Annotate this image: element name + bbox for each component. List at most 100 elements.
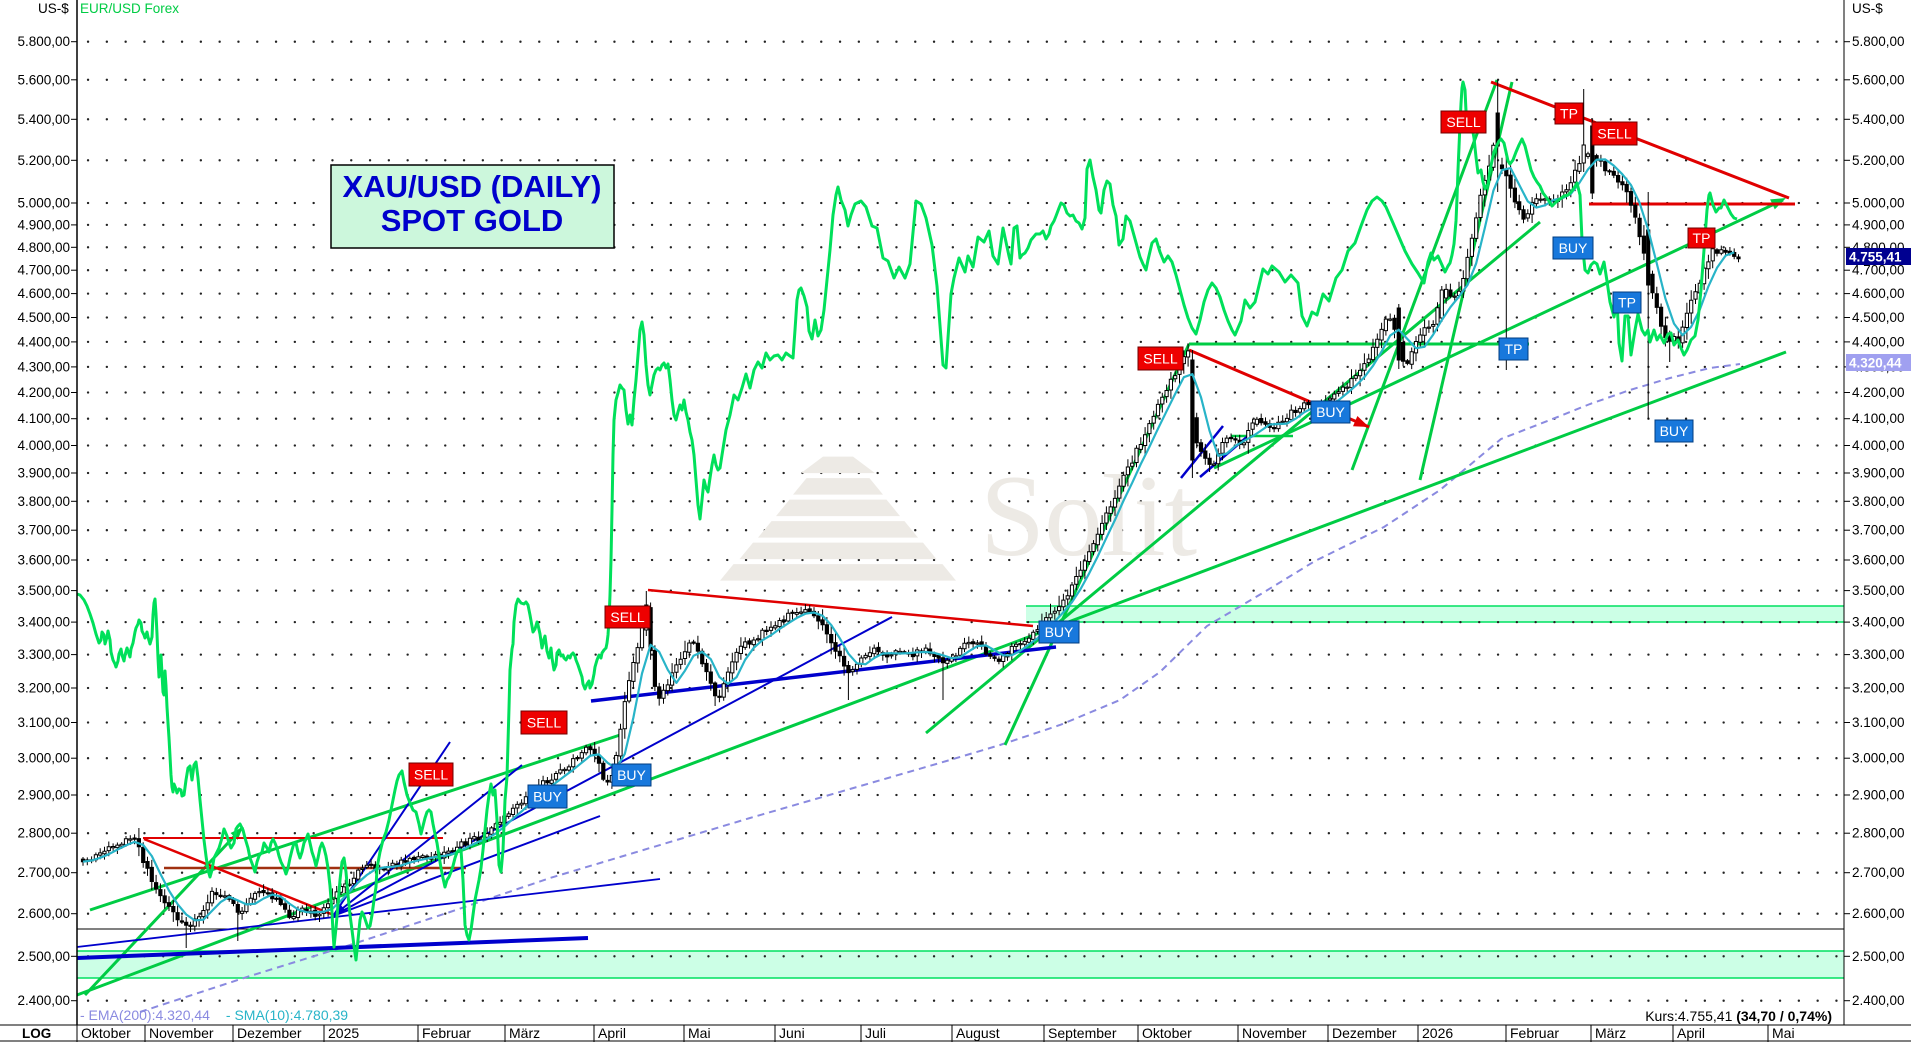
svg-text:3.500,00: 3.500,00 xyxy=(17,583,70,598)
svg-text:SELL: SELL xyxy=(414,767,448,783)
svg-text:3.500,00: 3.500,00 xyxy=(1852,583,1905,598)
svg-text:4.100,00: 4.100,00 xyxy=(1852,411,1905,426)
svg-text:4.900,00: 4.900,00 xyxy=(17,217,70,232)
svg-text:4.200,00: 4.200,00 xyxy=(1852,385,1905,400)
svg-text:4.000,00: 4.000,00 xyxy=(17,438,70,453)
svg-text:5.200,00: 5.200,00 xyxy=(1852,153,1905,168)
svg-text:BUY: BUY xyxy=(1660,423,1689,439)
svg-text:SELL: SELL xyxy=(527,715,561,731)
svg-text:BUY: BUY xyxy=(1045,624,1074,640)
svg-text:SPOT GOLD: SPOT GOLD xyxy=(381,203,564,238)
svg-text:SELL: SELL xyxy=(1143,351,1177,367)
svg-text:3.300,00: 3.300,00 xyxy=(1852,647,1905,662)
svg-text:2.600,00: 2.600,00 xyxy=(17,906,70,921)
svg-text:3.900,00: 3.900,00 xyxy=(1852,466,1905,481)
svg-text:Oktober: Oktober xyxy=(1142,1025,1192,1041)
svg-text:3.400,00: 3.400,00 xyxy=(17,615,70,630)
svg-text:4.000,00: 4.000,00 xyxy=(1852,438,1905,453)
svg-text:TP: TP xyxy=(1618,295,1636,311)
svg-text:Dezember: Dezember xyxy=(1332,1025,1397,1041)
svg-text:4.500,00: 4.500,00 xyxy=(1852,310,1905,325)
svg-text:Februar: Februar xyxy=(422,1025,471,1041)
svg-text:3.700,00: 3.700,00 xyxy=(1852,523,1905,538)
svg-text:3.000,00: 3.000,00 xyxy=(17,751,70,766)
svg-text:Mai: Mai xyxy=(688,1025,711,1041)
svg-text:3.600,00: 3.600,00 xyxy=(17,553,70,568)
svg-text:2.600,00: 2.600,00 xyxy=(1852,906,1905,921)
svg-text:November: November xyxy=(1242,1025,1307,1041)
svg-text:5.200,00: 5.200,00 xyxy=(17,153,70,168)
svg-text:3.100,00: 3.100,00 xyxy=(17,715,70,730)
svg-text:5.800,00: 5.800,00 xyxy=(1852,34,1905,49)
svg-text:2.700,00: 2.700,00 xyxy=(17,865,70,880)
svg-text:Kurs:4.755,41 (34,70 / 0,74%): Kurs:4.755,41 (34,70 / 0,74%) xyxy=(1645,1008,1832,1024)
svg-text:2.900,00: 2.900,00 xyxy=(1852,788,1905,803)
svg-text:- EMA(200):4.320,44: - EMA(200):4.320,44 xyxy=(80,1007,210,1023)
svg-text:Oktober: Oktober xyxy=(81,1025,131,1041)
svg-text:XAU/USD (DAILY): XAU/USD (DAILY) xyxy=(343,169,602,204)
svg-text:BUY: BUY xyxy=(533,789,562,805)
svg-text:4.800,00: 4.800,00 xyxy=(17,240,70,255)
svg-text:2.400,00: 2.400,00 xyxy=(17,993,70,1008)
svg-text:Februar: Februar xyxy=(1510,1025,1559,1041)
svg-text:3.600,00: 3.600,00 xyxy=(1852,553,1905,568)
svg-text:5.000,00: 5.000,00 xyxy=(1852,196,1905,211)
svg-text:Mai: Mai xyxy=(1772,1025,1795,1041)
svg-text:4.700,00: 4.700,00 xyxy=(17,263,70,278)
svg-text:März: März xyxy=(509,1025,540,1041)
svg-text:Juni: Juni xyxy=(779,1025,805,1041)
svg-text:3.000,00: 3.000,00 xyxy=(1852,751,1905,766)
svg-text:LOG: LOG xyxy=(22,1026,51,1041)
svg-text:TP: TP xyxy=(1693,230,1711,246)
svg-text:US-$: US-$ xyxy=(38,1,69,16)
svg-text:5.400,00: 5.400,00 xyxy=(17,112,70,127)
svg-text:4.400,00: 4.400,00 xyxy=(17,334,70,349)
svg-text:4.400,00: 4.400,00 xyxy=(1852,334,1905,349)
svg-text:3.300,00: 3.300,00 xyxy=(17,647,70,662)
svg-text:Juli: Juli xyxy=(865,1025,886,1041)
svg-text:3.200,00: 3.200,00 xyxy=(1852,681,1905,696)
svg-text:5.600,00: 5.600,00 xyxy=(1852,72,1905,87)
svg-text:April: April xyxy=(598,1025,626,1041)
svg-text:4.700,00: 4.700,00 xyxy=(1852,263,1905,278)
svg-text:2026: 2026 xyxy=(1422,1025,1453,1041)
svg-text:4.100,00: 4.100,00 xyxy=(17,411,70,426)
svg-text:April: April xyxy=(1677,1025,1705,1041)
svg-text:5.800,00: 5.800,00 xyxy=(17,34,70,49)
svg-text:3.800,00: 3.800,00 xyxy=(1852,494,1905,509)
svg-text:3.800,00: 3.800,00 xyxy=(17,494,70,509)
svg-text:November: November xyxy=(149,1025,214,1041)
svg-text:4.600,00: 4.600,00 xyxy=(1852,286,1905,301)
svg-text:4.500,00: 4.500,00 xyxy=(17,310,70,325)
svg-text:BUY: BUY xyxy=(1559,240,1588,256)
svg-text:BUY: BUY xyxy=(1316,404,1345,420)
svg-text:3.200,00: 3.200,00 xyxy=(17,681,70,696)
svg-text:4.200,00: 4.200,00 xyxy=(17,385,70,400)
svg-text:5.400,00: 5.400,00 xyxy=(1852,112,1905,127)
svg-text:4.300,00: 4.300,00 xyxy=(17,359,70,374)
svg-text:2.700,00: 2.700,00 xyxy=(1852,865,1905,880)
svg-text:2.800,00: 2.800,00 xyxy=(1852,826,1905,841)
svg-text:2.900,00: 2.900,00 xyxy=(17,788,70,803)
svg-text:- SMA(10):4.780,39: - SMA(10):4.780,39 xyxy=(222,1007,348,1023)
svg-text:4.900,00: 4.900,00 xyxy=(1852,217,1905,232)
svg-text:2.500,00: 2.500,00 xyxy=(1852,949,1905,964)
svg-text:4.600,00: 4.600,00 xyxy=(17,286,70,301)
svg-text:2.400,00: 2.400,00 xyxy=(1852,993,1905,1008)
svg-text:März: März xyxy=(1595,1025,1626,1041)
svg-text:Dezember: Dezember xyxy=(237,1025,302,1041)
svg-text:TP: TP xyxy=(1560,106,1578,122)
svg-text:2.500,00: 2.500,00 xyxy=(17,949,70,964)
svg-text:3.100,00: 3.100,00 xyxy=(1852,715,1905,730)
svg-text:4.320,44: 4.320,44 xyxy=(1849,356,1902,371)
svg-text:August: August xyxy=(956,1025,1000,1041)
svg-text:US-$: US-$ xyxy=(1852,1,1883,16)
svg-text:September: September xyxy=(1048,1025,1117,1041)
svg-text:BUY: BUY xyxy=(617,767,646,783)
svg-text:SELL: SELL xyxy=(1597,126,1631,142)
svg-text:5.000,00: 5.000,00 xyxy=(17,196,70,211)
svg-text:EUR/USD Forex: EUR/USD Forex xyxy=(80,1,179,16)
svg-text:TP: TP xyxy=(1505,341,1523,357)
svg-text:2.800,00: 2.800,00 xyxy=(17,826,70,841)
svg-text:2025: 2025 xyxy=(328,1025,359,1041)
